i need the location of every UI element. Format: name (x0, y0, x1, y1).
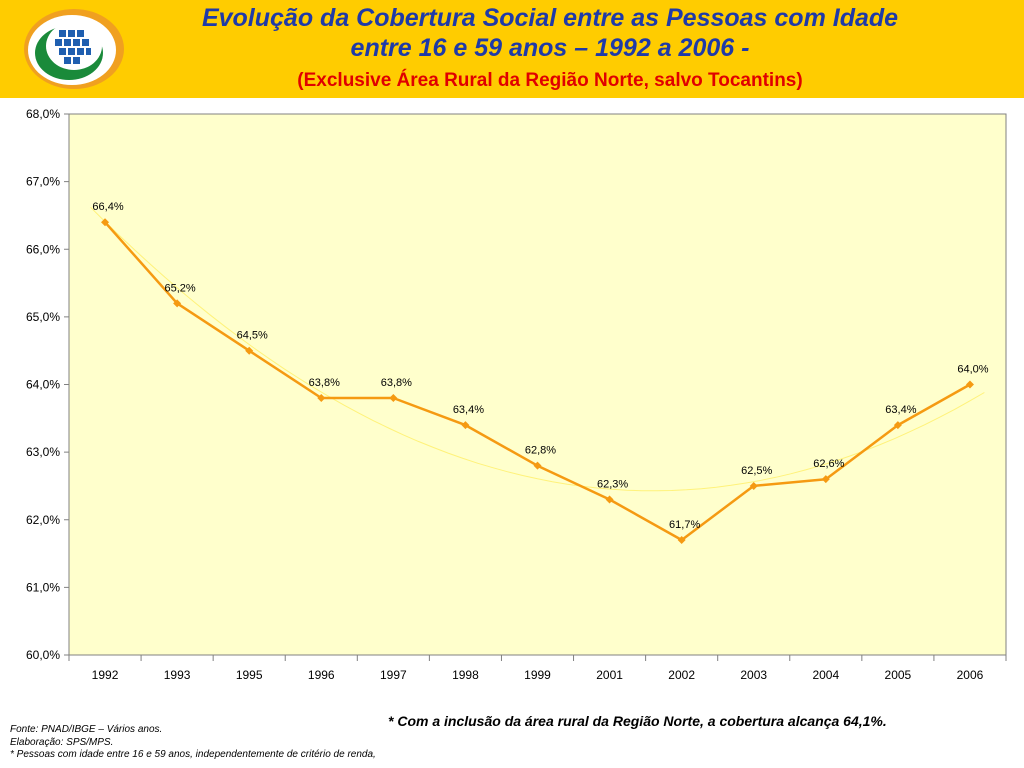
data-label: 63,4% (885, 404, 916, 416)
data-label: 63,8% (309, 377, 340, 389)
logo-icon (24, 9, 124, 89)
data-point (101, 218, 110, 227)
footnotes: Fonte: PNAD/IBGE – Vários anos. Elaboraç… (10, 724, 610, 762)
x-tick-label: 1993 (164, 668, 191, 682)
data-point (965, 380, 974, 389)
data-point (173, 299, 182, 308)
page-title: Evolução da Cobertura Social entre as Pe… (201, 4, 899, 32)
data-label: 62,3% (597, 478, 628, 490)
x-tick-label: 2006 (957, 668, 984, 682)
data-point (677, 536, 686, 545)
data-label: 62,5% (741, 465, 772, 477)
x-tick-label: 1995 (236, 668, 263, 682)
data-point (389, 394, 398, 403)
rural-coverage-note: * Com a inclusão da área rural da Região… (388, 713, 887, 729)
x-tick-label: 2003 (740, 668, 767, 682)
data-point (533, 461, 542, 470)
data-point (461, 421, 470, 430)
data-label: 63,4% (453, 404, 484, 416)
x-tick-label: 1998 (452, 668, 479, 682)
x-tick-label: 2002 (668, 668, 695, 682)
y-tick-label: 63,0% (26, 445, 60, 459)
line-chart: 60,0% 61,0% 62,0% 63,0% 64,0% 65,0% 66,0% 67,0%… (26, 107, 1007, 682)
trend-line (90, 206, 985, 492)
x-tick-label: 1992 (92, 668, 119, 682)
x-tick-label: 1997 (380, 668, 407, 682)
x-tick-label: 1999 (524, 668, 551, 682)
data-label: 64,0% (957, 364, 988, 376)
data-label: 65,2% (165, 282, 196, 294)
y-tick-label: 66,0% (26, 242, 60, 256)
data-label: 64,5% (237, 330, 268, 342)
header-bar: Evolução da Cobertura Social entre as Pe… (0, 0, 1024, 98)
x-tick-label: 2004 (812, 668, 839, 682)
y-tick-label: 60,0% (26, 648, 60, 662)
y-tick-label: 61,0% (26, 580, 60, 594)
elaboration-footnote: Elaboração: SPS/MPS. (10, 736, 114, 748)
plot-area (68, 113, 1007, 656)
y-tick-label: 65,0% (26, 310, 60, 324)
data-label: 62,6% (813, 458, 844, 470)
page-title-line2: entre 16 e 59 anos – 1992 a 2006 - (350, 34, 750, 62)
x-tick-label: 1996 (308, 668, 335, 682)
data-label: 62,8% (525, 445, 556, 457)
data-label: 63,8% (381, 377, 412, 389)
data-point (893, 421, 902, 430)
data-label: 66,4% (92, 201, 123, 213)
y-tick-label: 67,0% (26, 175, 60, 189)
y-tick-label: 68,0% (26, 107, 60, 121)
data-point (317, 394, 326, 403)
x-tick-label: 2005 (885, 668, 912, 682)
data-point (749, 481, 758, 490)
data-point (245, 346, 254, 355)
y-tick-label: 64,0% (26, 378, 60, 392)
data-point (605, 495, 614, 504)
y-tick-label: 62,0% (26, 513, 60, 527)
data-label: 61,7% (669, 519, 700, 531)
page-subtitle: (Exclusive Área Rural da Região Norte, s… (297, 70, 803, 91)
x-tick-label: 2001 (596, 668, 623, 682)
source-footnote: Fonte: PNAD/IBGE – Vários anos. (10, 724, 163, 735)
population-footnote: * Pessoas com idade entre 16 e 59 anos, … (10, 749, 376, 760)
data-point (821, 475, 830, 484)
